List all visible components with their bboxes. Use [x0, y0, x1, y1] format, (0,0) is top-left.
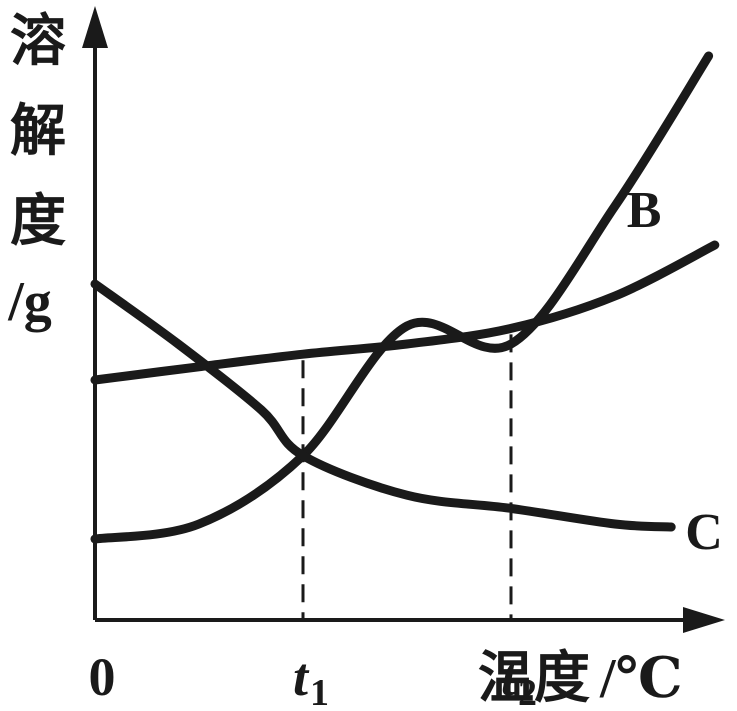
series-curves	[90, 51, 720, 544]
y-label-char-3: 度	[10, 188, 66, 254]
y-axis-arrow	[82, 6, 108, 48]
x-axis-arrow	[683, 607, 725, 633]
tick-label-t1: t1	[293, 647, 329, 711]
y-axis-label: 溶 解 度 /g	[7, 8, 66, 333]
series-label-b: B	[627, 182, 662, 239]
x-axis-label: 温度 /℃	[478, 645, 683, 711]
series-line-c	[90, 279, 676, 532]
series-label-c: C	[685, 504, 723, 561]
y-axis-unit: /g	[7, 271, 52, 333]
x-axis-unit: /℃	[599, 648, 683, 710]
y-label-char-2: 解	[10, 98, 66, 164]
x-axis-title: 温度	[478, 645, 590, 711]
origin-label: 0	[89, 647, 116, 707]
tick-labels: t1 t2	[293, 647, 537, 711]
series-line-a	[90, 51, 714, 544]
tick-label-t2: t2	[501, 647, 537, 711]
series-line-b	[90, 240, 720, 385]
guide-lines	[301, 334, 513, 620]
series-labels: ABC	[627, 25, 737, 561]
y-label-char-1: 溶	[10, 8, 66, 74]
